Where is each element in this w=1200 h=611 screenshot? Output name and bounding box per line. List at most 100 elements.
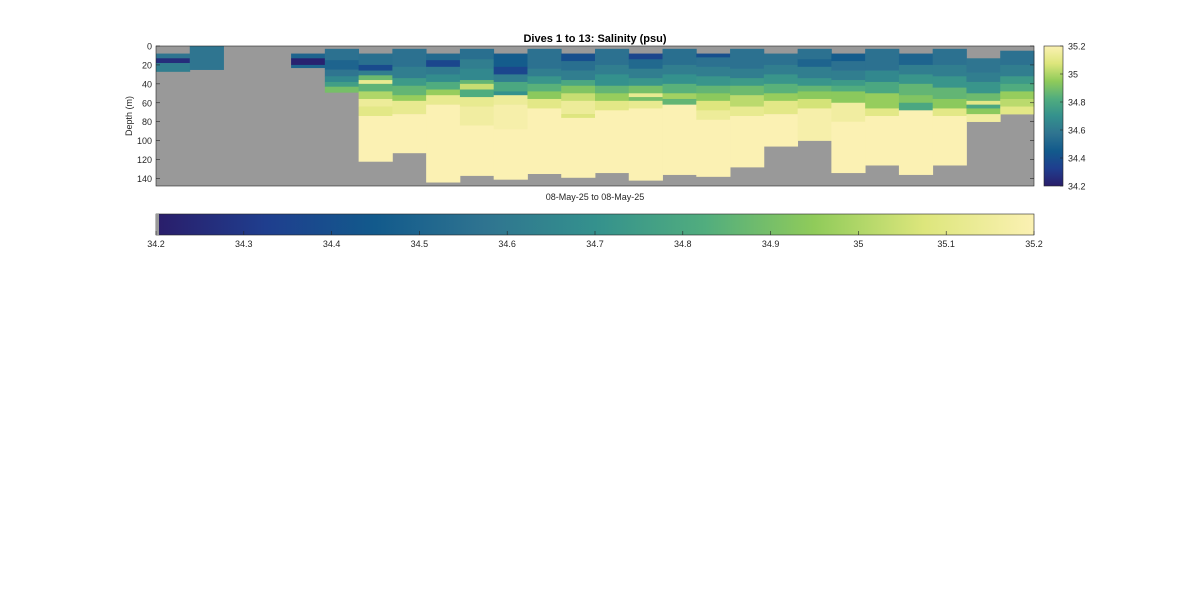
salinity-cell (966, 81, 1001, 94)
salinity-cell (763, 74, 799, 85)
salinity-cell (662, 93, 697, 100)
salinity-cell (358, 98, 393, 107)
salinity-cell (561, 80, 596, 87)
salinity-cell (628, 100, 663, 109)
salinity-cell (459, 80, 495, 85)
salinity-cell (1000, 76, 1035, 85)
salinity-cell (527, 48, 562, 69)
bottom-colorbar-tick-label: 34.6 (498, 239, 516, 249)
y-axis-label: Depth (m) (124, 96, 134, 136)
bottom-colorbar-tick-label: 34.7 (586, 239, 604, 249)
bottom-colorbar-tick-label: 34.4 (323, 239, 341, 249)
salinity-cell (426, 66, 461, 75)
salinity-cell (797, 98, 832, 109)
x-axis-label: 08-May-25 to 08-May-25 (546, 192, 645, 202)
salinity-cell (459, 125, 495, 176)
salinity-cell (493, 53, 528, 68)
salinity-cell (763, 100, 799, 115)
bottom-colorbar: 34.2 34.3 34.4 34.5 34.6 34.7 34.8 34.9 35 35.1 35… (147, 213, 1043, 249)
salinity-cell (358, 80, 393, 85)
chart-title: Dives 1 to 13: Salinity (psu) (523, 33, 666, 45)
salinity-cell (595, 110, 630, 174)
salinity-cell (865, 81, 900, 94)
bottom-colorbar-tick-label: 35.2 (1025, 239, 1043, 249)
salinity-cell (459, 89, 495, 98)
salinity-cell (797, 48, 832, 60)
y-tick-label: 120 (137, 155, 152, 165)
salinity-cell (324, 60, 360, 70)
salinity-cell (966, 114, 1001, 122)
salinity-cell (426, 60, 461, 68)
salinity-cell (898, 74, 934, 85)
salinity-cell (392, 95, 427, 102)
salinity-cell (898, 102, 934, 111)
salinity-cell (763, 53, 799, 66)
salinity-cell (358, 64, 393, 71)
salinity-cell (493, 74, 528, 83)
salinity-cell (662, 104, 697, 175)
salinity-cell (358, 75, 393, 81)
salinity-cell (426, 89, 461, 96)
salinity-cell (595, 93, 630, 102)
salinity-cell (932, 48, 967, 66)
salinity-cell (561, 53, 596, 62)
salinity-cell (831, 70, 866, 81)
salinity-cell (459, 106, 495, 126)
salinity-cell (932, 108, 967, 117)
salinity-cell (628, 78, 663, 87)
salinity-cell (426, 95, 461, 105)
salinity-cell (493, 129, 528, 180)
salinity-cell (527, 76, 562, 85)
salinity-cell (561, 100, 596, 115)
salinity-cell (392, 114, 427, 154)
salinity-cell (932, 76, 967, 88)
salinity-cell (493, 81, 528, 92)
bottom-colorbar-tick-label: 35 (853, 239, 863, 249)
salinity-cell (358, 70, 393, 76)
salinity-cell (628, 68, 663, 79)
salinity-cell (561, 117, 596, 178)
salinity-cell (1000, 64, 1035, 77)
salinity-cell (493, 66, 528, 75)
salinity-cell (662, 83, 697, 94)
salinity-cell (865, 48, 900, 71)
y-tick-label: 20 (142, 60, 152, 70)
salinity-cell (459, 83, 495, 90)
salinity-cell (797, 91, 832, 100)
salinity-cell (696, 85, 731, 94)
salinity-cell (291, 64, 326, 69)
salinity-cell (595, 74, 630, 87)
salinity-cell (459, 97, 495, 107)
salinity-cell (932, 116, 967, 166)
salinity-cell (696, 66, 731, 77)
y-tick-label: 100 (137, 136, 152, 146)
salinity-cell (898, 110, 934, 175)
salinity-cell (932, 98, 967, 109)
salinity-cell (831, 61, 866, 71)
right-colorbar-gradient (1043, 45, 1064, 187)
salinity-cell (831, 53, 866, 62)
salinity-cell (527, 98, 562, 109)
bottom-colorbar-tick-label: 34.2 (147, 239, 165, 249)
salinity-cell (358, 53, 393, 66)
salinity-cell (898, 64, 934, 75)
salinity-cell (763, 64, 799, 75)
bottom-colorbar-tick-label: 34.9 (762, 239, 780, 249)
salinity-cell (831, 121, 866, 174)
salinity-cell (595, 64, 630, 75)
y-tick-label: 60 (142, 98, 152, 108)
salinity-cell (595, 85, 630, 94)
salinity-cell (696, 110, 731, 121)
bottom-colorbar-tick-label: 34.5 (411, 239, 429, 249)
salinity-cell (865, 70, 900, 83)
salinity-cell (527, 91, 562, 100)
salinity-cell (966, 100, 1001, 105)
salinity-cell (324, 81, 360, 87)
salinity-cell (1000, 106, 1035, 115)
salinity-cell (426, 81, 461, 90)
salinity-cell (493, 95, 528, 105)
y-tick-label: 40 (142, 79, 152, 89)
right-colorbar-tick-label: 34.2 (1068, 182, 1086, 192)
salinity-cell (662, 48, 697, 66)
salinity-cell (831, 91, 866, 104)
